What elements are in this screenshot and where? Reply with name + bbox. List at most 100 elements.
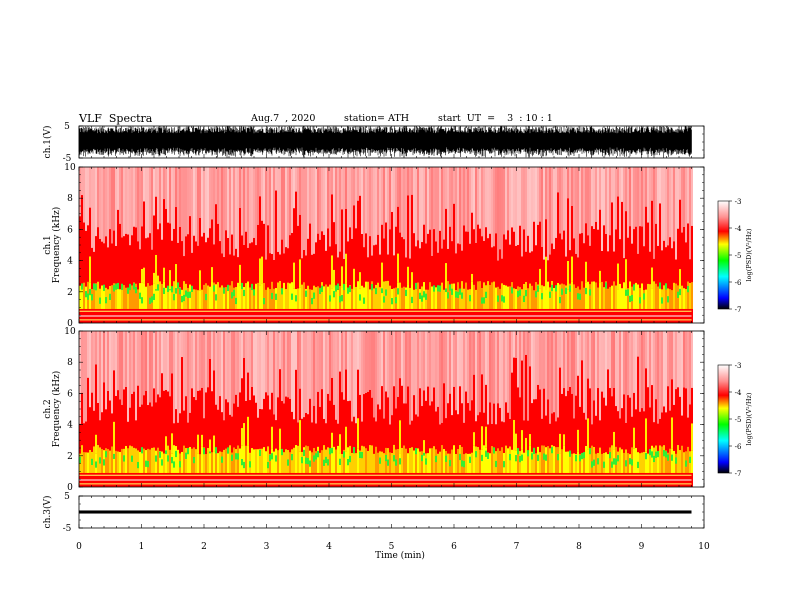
spec-cell — [531, 331, 533, 404]
spec-cell — [315, 453, 317, 460]
spec-cell — [351, 331, 353, 422]
spec-cell — [185, 236, 187, 323]
spec-cell — [263, 282, 265, 309]
spec-cell — [133, 282, 135, 309]
spec-cell — [279, 280, 281, 309]
spec-cell — [445, 263, 447, 289]
spec-cell — [171, 286, 173, 293]
spec-cell — [453, 445, 455, 473]
spec-cell — [517, 387, 519, 487]
spec-cell — [451, 241, 453, 323]
spec-cell — [659, 167, 661, 204]
spec-cell — [491, 282, 493, 309]
spec-cell — [323, 167, 325, 235]
spec-cell — [91, 167, 93, 248]
spec-cell — [283, 331, 285, 404]
spec-cell — [663, 240, 665, 323]
spec-cell — [407, 195, 409, 323]
spec-cell — [341, 266, 343, 288]
spec-cell — [251, 287, 253, 309]
spec-cell — [205, 454, 207, 473]
spec-cell — [239, 285, 241, 309]
spec-cell — [243, 167, 245, 245]
spec-cell — [609, 447, 611, 473]
spec-cell — [567, 390, 569, 487]
spec-cell — [531, 451, 533, 473]
spec-cell — [135, 227, 137, 323]
spec-cell — [87, 331, 89, 378]
spec-cell — [485, 227, 487, 323]
spec-cell — [327, 228, 329, 323]
spec-cell — [267, 331, 269, 396]
spec-cell — [371, 281, 373, 309]
spec-cell — [537, 285, 539, 292]
spec-cell — [305, 167, 307, 256]
spec-cell — [525, 354, 527, 487]
spec-cell — [497, 448, 499, 473]
spec-cell — [509, 286, 511, 309]
spec-cell — [691, 167, 693, 226]
spec-cell — [227, 284, 229, 292]
spec-cell — [177, 449, 179, 473]
spec-cell — [479, 449, 481, 473]
spec-cell — [265, 392, 267, 487]
spec-cell — [159, 451, 161, 473]
spec-cell — [347, 290, 349, 309]
spec-cell — [643, 411, 645, 487]
spec-cell — [423, 224, 425, 323]
spec-cell — [461, 446, 463, 473]
spec-cell — [425, 167, 427, 244]
spec-cell — [123, 236, 125, 323]
spec-cell — [373, 167, 375, 246]
spec-cell — [473, 374, 475, 487]
spec-cell — [571, 331, 573, 394]
spec-cell — [125, 167, 127, 234]
spec-cell — [647, 453, 649, 473]
spec-cell — [217, 409, 219, 487]
spec-cell — [489, 402, 491, 487]
spec-cell — [411, 272, 413, 285]
spec-cell — [533, 447, 535, 455]
spec-cell — [491, 331, 493, 424]
spec-cell — [205, 242, 207, 323]
spec-cell — [309, 398, 311, 487]
spec-cell — [263, 298, 265, 305]
spec-cell — [607, 288, 609, 309]
spec-cell — [107, 390, 109, 487]
spec-cell — [469, 295, 471, 302]
spec-cell — [335, 449, 337, 473]
spec-cell — [321, 389, 323, 487]
spec-cell — [561, 393, 563, 487]
spec-cell — [581, 331, 583, 361]
spec-cell — [385, 289, 387, 296]
spec-cell — [167, 391, 169, 487]
spec-cell — [181, 296, 183, 303]
ch2-spectrogram-image — [79, 331, 693, 487]
spec-cell — [641, 452, 643, 473]
spec-cell — [519, 289, 521, 296]
spec-cell — [503, 234, 505, 323]
spec-cell — [221, 167, 223, 254]
spec-cell — [649, 448, 651, 456]
spec-cell — [617, 289, 619, 309]
spec-cell — [289, 398, 291, 487]
spec-cell — [515, 455, 517, 462]
spec-cell — [397, 331, 399, 397]
spec-cell — [407, 386, 409, 487]
spec-cell — [113, 453, 115, 473]
spec-cell — [419, 292, 421, 300]
spec-cell — [425, 458, 427, 465]
spec-cell — [207, 331, 209, 388]
spec-cell — [575, 453, 577, 473]
spec-cell — [449, 226, 451, 323]
spec-cell — [227, 331, 229, 403]
colorbar-tick-label: -7 — [735, 470, 742, 478]
spec-cell — [673, 282, 675, 309]
spec-cell — [449, 284, 451, 291]
spec-cell — [133, 226, 135, 323]
spec-cell — [241, 235, 243, 323]
spec-cell — [565, 451, 567, 473]
spec-cell — [235, 331, 237, 395]
spec-cell — [581, 167, 583, 234]
spec-cell — [261, 283, 263, 309]
